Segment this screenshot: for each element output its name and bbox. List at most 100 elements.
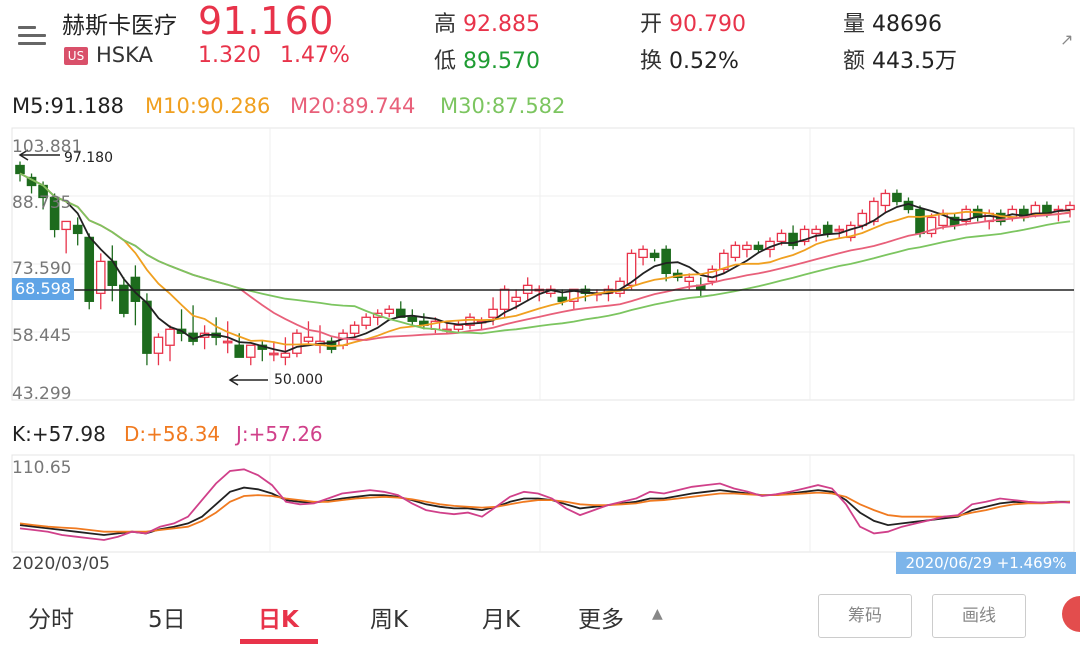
open-value: 90.790: [669, 12, 746, 37]
candle-body: [880, 192, 891, 207]
candle-body: [499, 288, 510, 310]
candle-body: [1030, 204, 1041, 215]
candle-body: [892, 192, 902, 203]
candle-body: [915, 208, 925, 235]
candle-body: [638, 248, 648, 259]
candle-body: [834, 228, 845, 232]
candle-body: [292, 332, 302, 354]
ma10-legend: M10:90.286: [145, 94, 271, 118]
candle: [119, 277, 129, 318]
candle: [153, 333, 164, 366]
candle: [649, 249, 660, 262]
candle: [245, 344, 256, 366]
candle-body: [684, 276, 695, 282]
candle-body: [799, 228, 810, 243]
menu-icon[interactable]: [18, 24, 46, 46]
tab-5day[interactable]: 5日: [148, 607, 186, 633]
candle-body: [488, 308, 498, 318]
amount-value: 443.5万: [872, 49, 957, 74]
tab-weekly-k[interactable]: 周K: [370, 607, 409, 633]
candle: [142, 293, 152, 366]
candle-body: [407, 316, 418, 322]
candle: [361, 313, 371, 330]
candle: [176, 309, 187, 342]
candle-body: [349, 324, 360, 334]
candle-body: [511, 296, 521, 302]
candle: [199, 325, 210, 350]
candle: [84, 233, 95, 310]
high-stat: 高 92.885: [434, 6, 540, 38]
y-tick-label: 88.735: [12, 193, 72, 213]
low-stat: 低 89.570: [434, 43, 540, 75]
candle-body: [303, 336, 314, 342]
candle: [892, 189, 902, 206]
candle: [845, 221, 856, 242]
ma10-line: [19, 172, 1071, 348]
candle-body: [84, 236, 95, 302]
candle-body: [822, 224, 833, 235]
candle-body: [557, 296, 568, 302]
candle-body: [626, 252, 637, 286]
tab-monthly-k[interactable]: 月K: [482, 607, 521, 633]
candle: [742, 241, 752, 258]
kdj-d-legend: D:+58.34: [124, 422, 221, 446]
max-arrow-head: [18, 149, 29, 161]
volume-value: 48696: [872, 12, 943, 37]
floating-action-icon[interactable]: [1062, 596, 1080, 632]
candle: [292, 329, 302, 358]
candle: [107, 245, 118, 302]
price-change: 1.320: [198, 43, 261, 68]
candle-body: [222, 340, 233, 344]
candle: [972, 205, 983, 222]
candle-body: [142, 300, 152, 354]
candle: [395, 301, 406, 318]
candle: [753, 241, 764, 254]
expand-icon[interactable]: ↗: [1060, 30, 1074, 49]
candle: [165, 325, 175, 362]
candle: [1019, 205, 1029, 222]
candle-body: [465, 316, 475, 326]
kdj-j-line: [19, 468, 1071, 541]
high-label: 高: [434, 12, 457, 37]
candle: [465, 313, 475, 330]
chips-button[interactable]: 筹码: [818, 594, 912, 638]
amount-stat: 额 443.5万: [843, 43, 957, 75]
candle: [26, 173, 37, 194]
tab-more[interactable]: 更多: [578, 607, 624, 633]
y-tick-label: 73.590: [12, 259, 72, 279]
candle-body: [165, 328, 175, 346]
candle: [257, 341, 268, 362]
ma20-line: [19, 172, 1071, 342]
candle-body: [730, 244, 741, 259]
candle-body: [719, 252, 729, 271]
candle: [1065, 201, 1075, 218]
candle-body: [857, 212, 868, 227]
candle-body: [153, 336, 164, 354]
y-tick-label: 43.299: [12, 384, 72, 404]
caret-up-icon[interactable]: ▲: [652, 606, 663, 622]
candle-body: [15, 164, 25, 175]
candle: [730, 241, 741, 262]
max-price-annotation: 97.180: [64, 150, 113, 166]
candle-body: [776, 232, 787, 243]
candle: [638, 245, 648, 266]
candle-body: [95, 260, 106, 294]
ticker-symbol: HSKA: [96, 43, 153, 67]
candle: [799, 225, 810, 246]
candle: [211, 317, 221, 346]
candle: [315, 325, 325, 354]
candle: [695, 277, 706, 298]
kdj-j-legend: J:+57.26: [236, 422, 323, 446]
candle: [384, 305, 395, 318]
tab-daily-k[interactable]: 日K: [258, 607, 299, 633]
ma30-line: [19, 172, 1071, 335]
candle-body: [280, 352, 291, 358]
candle-body: [384, 308, 395, 314]
draw-line-button[interactable]: 画线: [932, 594, 1026, 638]
ma5-line: [19, 172, 1071, 353]
tab-timeshare[interactable]: 分时: [28, 607, 74, 633]
ma5-legend: M5:91.188: [12, 94, 125, 118]
candle-body: [753, 244, 764, 251]
volume-label: 量: [843, 12, 866, 37]
